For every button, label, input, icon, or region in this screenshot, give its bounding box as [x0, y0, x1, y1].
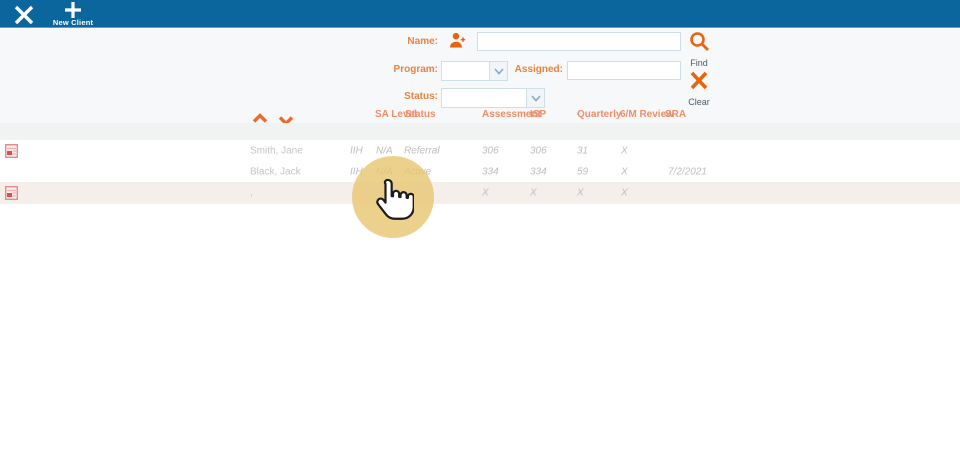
- close-icon: [14, 5, 34, 25]
- document-icon[interactable]: [5, 143, 18, 158]
- sort-up-button[interactable]: [252, 111, 268, 123]
- table-row[interactable]: Black, Jack IIH N/A Active 334 334 59 X …: [0, 161, 960, 182]
- cell-program: IIH: [350, 145, 363, 156]
- cell-6m-review: X: [621, 145, 628, 156]
- cell-assessment: 306: [482, 145, 499, 156]
- table-row[interactable]: , X X X X: [0, 182, 960, 204]
- name-input[interactable]: [477, 32, 681, 51]
- table-row[interactable]: Smith, Jane IIH N/A Referral 306 306 31 …: [0, 140, 960, 161]
- add-person-icon: [450, 32, 466, 48]
- plus-icon: [65, 2, 81, 18]
- cell-6m-review: X: [621, 166, 628, 177]
- cell-program: IIH: [350, 166, 363, 177]
- search-icon: [690, 32, 709, 51]
- program-select-value: [442, 62, 489, 80]
- top-toolbar: New Client: [0, 0, 960, 28]
- cell-assessment: 334: [482, 166, 499, 177]
- column-header-sa-level: SA Level: [375, 109, 417, 120]
- cell-sa-level: N/A: [376, 166, 393, 177]
- column-header-sra: SRA: [665, 109, 687, 120]
- cell-quarterly: X: [577, 187, 584, 199]
- table-spacer-band: [0, 123, 960, 140]
- find-label: Find: [690, 58, 708, 68]
- cell-6m-review: X: [621, 187, 628, 199]
- cell-sa-level: N/A: [376, 145, 393, 156]
- cell-assessment: X: [482, 187, 489, 199]
- cell-quarterly: 31: [577, 145, 589, 156]
- assigned-input[interactable]: [567, 61, 681, 80]
- cell-client-name: Black, Jack: [250, 166, 301, 177]
- cell-sra: 7/2/2021: [668, 166, 707, 177]
- status-select[interactable]: [441, 88, 545, 108]
- clear-x-icon: [690, 71, 708, 90]
- cell-isp: X: [530, 187, 537, 199]
- find-button[interactable]: Find: [684, 31, 714, 68]
- cell-status: Active: [404, 166, 432, 177]
- new-client-button[interactable]: New Client: [50, 0, 96, 28]
- document-icon[interactable]: [5, 186, 18, 200]
- column-header-quarterly: Quarterly: [577, 109, 622, 120]
- program-select[interactable]: [441, 61, 508, 81]
- name-label: Name:: [407, 36, 438, 47]
- chevron-up-icon: [252, 113, 268, 123]
- program-label: Program:: [393, 64, 438, 75]
- column-header-6m-review: 6/M Review: [620, 109, 674, 120]
- status-label: Status:: [404, 91, 438, 102]
- clear-label: Clear: [688, 97, 710, 107]
- chevron-down-icon: [489, 62, 507, 80]
- cell-status: Referral: [404, 145, 440, 156]
- clear-button[interactable]: Clear: [684, 70, 714, 107]
- status-select-value: [442, 89, 526, 107]
- column-header-assessment: Assessment: [482, 109, 541, 120]
- cell-isp: 334: [530, 166, 547, 177]
- new-client-label: New Client: [52, 18, 94, 27]
- column-header-status: Status: [405, 109, 436, 120]
- cell-client-name: ,: [250, 187, 253, 199]
- cell-quarterly: 59: [577, 166, 589, 177]
- assigned-label: Assigned:: [514, 64, 563, 75]
- column-header-isp: ISP: [530, 109, 547, 120]
- cell-client-name: Smith, Jane: [250, 145, 303, 156]
- chevron-down-icon: [526, 89, 544, 107]
- close-button[interactable]: [12, 4, 36, 26]
- cell-isp: 306: [530, 145, 547, 156]
